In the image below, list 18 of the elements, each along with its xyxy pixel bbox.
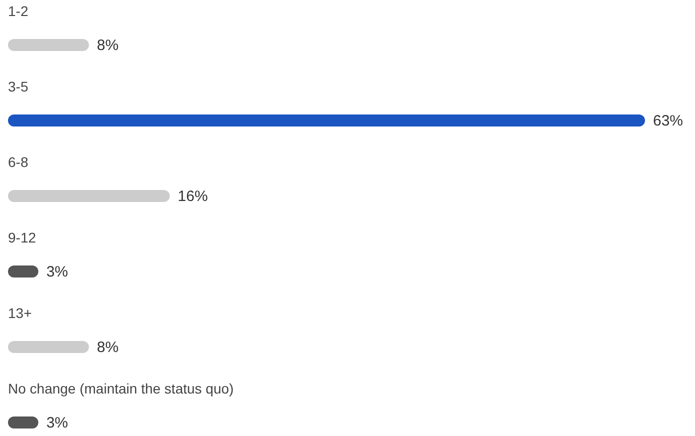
bar	[8, 190, 170, 202]
data-label: 16%	[178, 188, 208, 205]
bar	[8, 416, 38, 428]
y-tick-label: 9-12	[8, 230, 36, 246]
bar	[8, 266, 38, 278]
y-tick-label: 13+	[8, 305, 32, 321]
data-label: 63%	[653, 112, 684, 130]
bar	[8, 114, 645, 126]
y-tick-label: 3-5	[8, 78, 28, 94]
y-tick-label: 1-2	[8, 3, 28, 19]
bar	[8, 341, 89, 353]
data-label: 8%	[96, 37, 119, 54]
bar	[8, 39, 89, 51]
data-label: 8%	[96, 339, 119, 356]
y-tick-label: 6-8	[8, 154, 28, 170]
data-label: 3%	[46, 414, 68, 432]
y-tick-label: No change (maintain the status quo)	[8, 380, 234, 396]
data-label: 3%	[46, 264, 68, 280]
